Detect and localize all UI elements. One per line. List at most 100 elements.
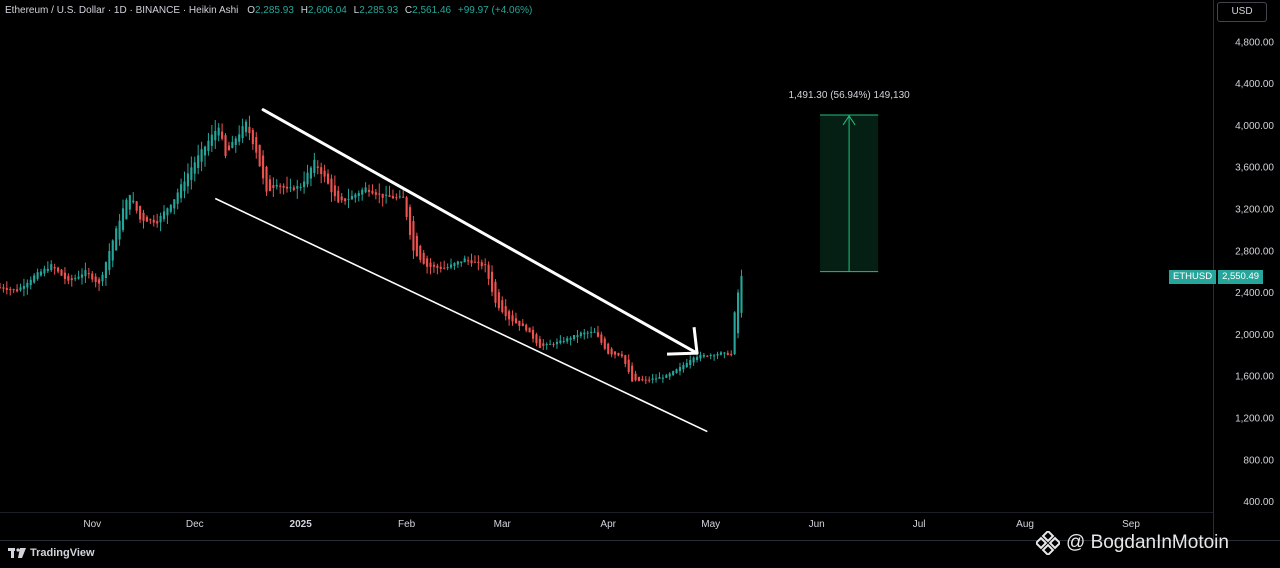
candle-body [190,167,193,180]
candle-body [200,149,203,162]
candle-body [33,275,36,283]
binance-diamond-icon [1036,531,1060,555]
candle-body [535,334,538,344]
candle-body [648,379,651,381]
price-tick-label: 1,600.00 [1235,372,1274,383]
candle-body [166,208,169,216]
time-tick-label: Apr [600,519,616,530]
ohlc-l-value: 2,285.93 [359,5,399,16]
candle-body [672,371,675,375]
candle-body [203,146,207,156]
tradingview-logo[interactable]: TradingView [8,547,95,559]
candle-body [385,194,388,196]
price-tag-symbol: ETHUSD [1169,269,1217,284]
candle-body [367,189,371,192]
candle-body [53,267,56,269]
candle-body [361,189,364,195]
candle-body [16,289,19,292]
candle-body [460,261,463,263]
candle-body [289,187,292,189]
candle-body [227,145,230,151]
price-tick-label: 4,400.00 [1235,79,1274,90]
candle-body [395,197,398,199]
candle-body [292,187,295,190]
price-tick-label: 3,200.00 [1235,204,1274,215]
symbol-title: Ethereum / U.S. Dollar · 1D · BINANCE · … [5,5,239,16]
candle-body [84,270,87,277]
candle-body [733,312,736,354]
ohlc-change: +99.97 (+4.06%) [457,5,533,16]
candle-body [388,195,391,197]
candle-body [234,138,237,145]
candle-body [156,221,159,224]
candle-body [101,274,104,282]
candle-body [631,365,634,382]
candle-body [525,324,528,331]
candle-body [426,258,429,267]
candle-body [723,352,726,354]
candle-body [333,185,336,197]
price-tag-value: 2,550.49 [1218,269,1264,284]
candle-body [197,155,200,168]
candle-body [36,272,39,279]
candle-body [549,343,552,345]
candle-body [453,263,456,267]
candle-body [713,355,716,357]
candle-body [152,219,155,223]
candle-body [521,323,524,327]
time-tick-label: Aug [1016,519,1034,530]
candle-body [675,369,678,374]
candle-body [463,258,466,263]
candle-body [80,274,84,278]
candle-body [12,289,15,291]
time-axis[interactable]: Nov Dec 2025 Feb Mar Apr May Jun Jul Aug Sep [0,512,1213,541]
candle-body [326,173,330,184]
candle-body [98,279,101,284]
chart-area[interactable]: 1,491.30 (56.94%) 149,130 [0,0,1213,512]
measure-arrow-icon [842,115,856,126]
candle-body [323,170,326,177]
candle-body [456,261,459,265]
candle-body [415,235,418,257]
candle-body [145,216,148,222]
candle-body [439,266,442,269]
candle-body [398,196,401,198]
candle-body [70,278,73,281]
candle-body [320,167,323,175]
candle-body [132,200,135,203]
candle-body [193,162,196,174]
candle-body [241,126,244,139]
footer-bar: TradingView @ BogdanInMotoin [0,531,1280,568]
currency-button[interactable]: USD [1217,2,1267,22]
candle-body [159,215,162,223]
breakout-arrowhead [666,327,699,356]
candle-body [661,377,664,379]
time-tick-label: May [701,519,720,530]
candle-body [651,378,654,380]
candle-body [347,198,350,200]
candle-body [490,271,494,292]
price-tick-label: 800.00 [1243,455,1274,466]
candle-body [412,221,415,251]
candle-body [217,127,220,136]
candle-body [63,272,66,280]
candle-body [473,261,477,263]
candle-body [5,288,8,290]
candle-body [121,208,125,231]
candle-body [244,121,248,133]
time-tick-label: Nov [83,519,101,530]
candle-body [265,166,268,192]
candle-body [613,351,617,355]
candle-body [736,292,740,334]
candle-body [46,268,49,272]
candle-body [405,197,408,217]
candle-body [306,172,309,185]
candle-body [162,211,166,220]
price-tick-label: 2,800.00 [1235,246,1274,257]
candle-body [357,193,360,197]
candle-body [39,271,43,276]
time-tick-label: Jun [809,519,825,530]
candle-body [419,245,422,260]
candles-group [0,115,743,385]
candle-body [504,306,507,317]
